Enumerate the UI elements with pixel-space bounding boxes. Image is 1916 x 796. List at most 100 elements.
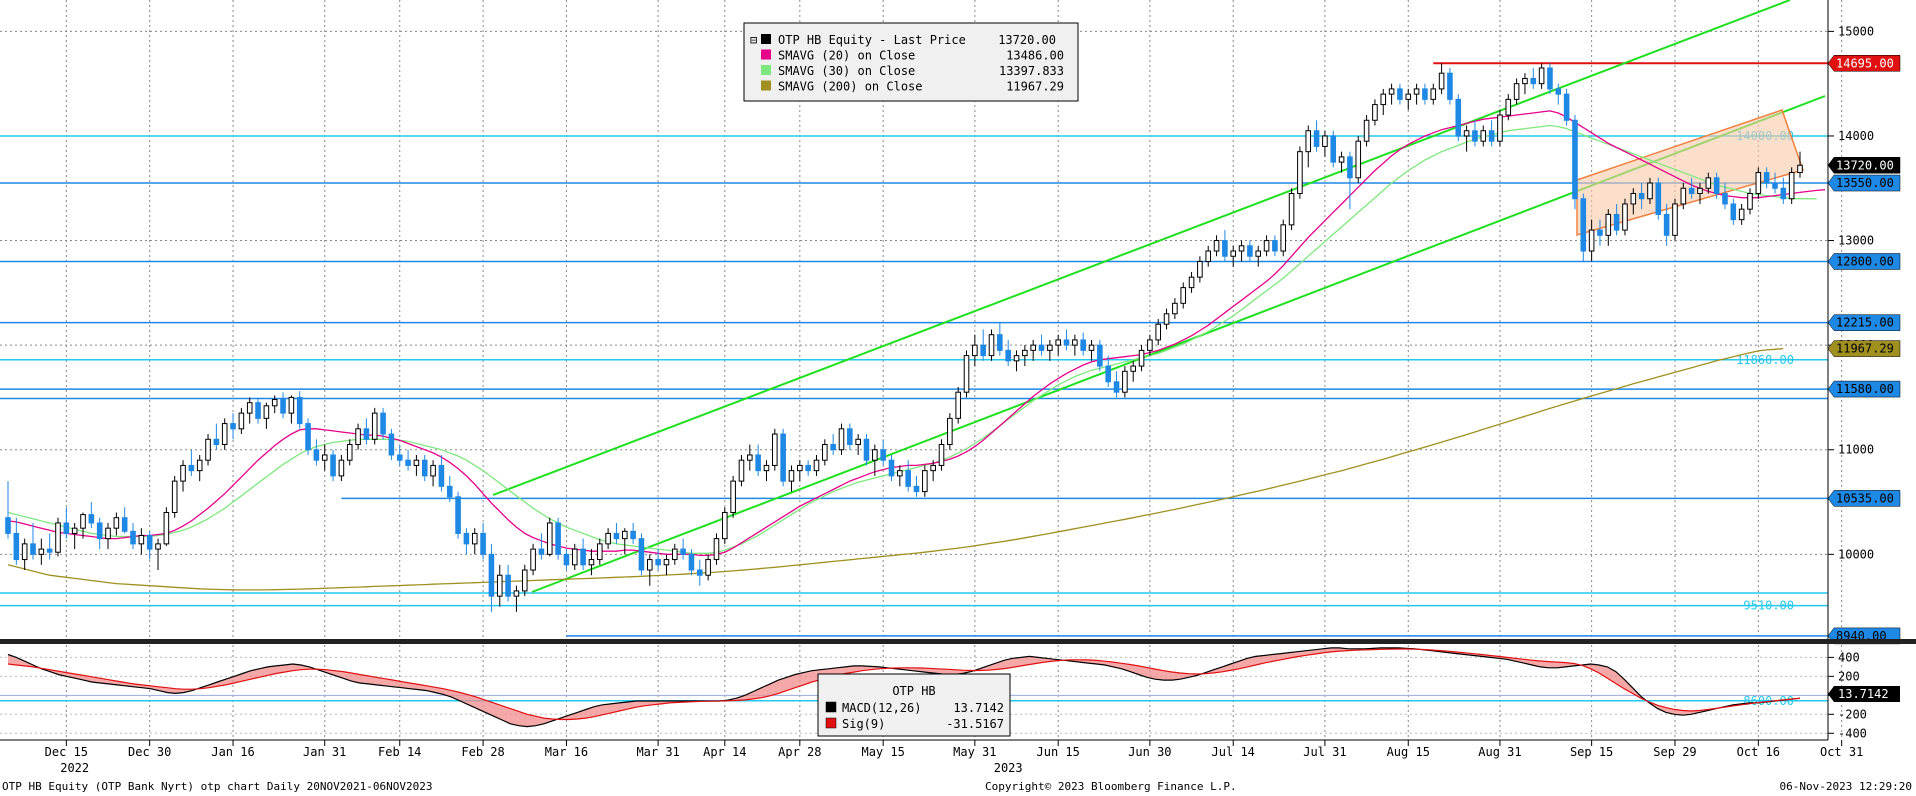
candle xyxy=(463,528,470,555)
candle xyxy=(1572,115,1578,210)
price-tag-label: 11967.29 xyxy=(1836,342,1894,356)
candle xyxy=(1205,245,1212,267)
macd-axis: 400 200 -200 -400 13.7142 xyxy=(1828,650,1900,740)
candle-body xyxy=(847,428,853,446)
x-tick-label: Jul 14 xyxy=(1212,745,1255,759)
candle-body xyxy=(1472,130,1478,142)
candle-body xyxy=(405,459,411,466)
candle-body xyxy=(1397,88,1403,100)
candle xyxy=(480,522,486,560)
footer-center: Copyright© 2023 Bloomberg Finance L.P. xyxy=(985,780,1237,793)
candle-body xyxy=(1355,140,1362,179)
candle xyxy=(780,428,786,487)
x-tick-label: Aug 15 xyxy=(1387,745,1430,759)
candle xyxy=(1238,240,1245,262)
candle-body xyxy=(571,548,578,566)
candle xyxy=(1247,240,1253,262)
candle xyxy=(55,517,61,557)
candle-body xyxy=(688,553,695,571)
candle-body xyxy=(1097,344,1103,367)
candle-body xyxy=(872,449,878,461)
candle xyxy=(1730,198,1737,225)
candle xyxy=(1630,188,1637,215)
candle xyxy=(546,517,553,557)
price-tag: 12800.00 xyxy=(1827,253,1901,270)
candle xyxy=(1447,67,1453,105)
candle-body xyxy=(1255,250,1262,257)
candle-body xyxy=(88,514,95,524)
candle xyxy=(905,460,911,492)
candle-body xyxy=(1505,98,1512,116)
candle xyxy=(980,329,986,361)
candle-body xyxy=(1063,339,1070,346)
candle-body xyxy=(963,355,970,393)
macd-legend[interactable]: OTP HB MACD(12,26) 13.7142 Sig(9) -31.5167 xyxy=(817,673,1011,737)
candle-body xyxy=(1738,208,1745,221)
candle-body xyxy=(1163,313,1170,325)
candle-body xyxy=(697,569,703,576)
candle-body xyxy=(230,423,236,430)
candle xyxy=(747,444,753,471)
candle xyxy=(130,522,136,550)
candle-body xyxy=(538,548,545,555)
grid xyxy=(0,0,1843,738)
candle-body xyxy=(596,543,603,561)
price-tag-bg xyxy=(1827,340,1901,357)
candle-body xyxy=(805,464,811,472)
candle-body xyxy=(1597,229,1603,236)
legend-name: SMAVG (30) on Close xyxy=(778,64,915,78)
candle-body xyxy=(1022,349,1028,357)
candle xyxy=(1172,298,1178,319)
candle-body xyxy=(80,514,86,529)
candle xyxy=(488,543,495,612)
candle xyxy=(1430,83,1437,105)
candle xyxy=(413,454,420,476)
pane-separator[interactable] xyxy=(0,639,1916,644)
candle-body xyxy=(1005,349,1011,362)
candle-body xyxy=(1405,93,1412,100)
candle-body xyxy=(288,396,295,414)
x-year-label: 2022 xyxy=(60,761,89,775)
candle-body xyxy=(1072,339,1078,346)
candle-body xyxy=(138,535,145,545)
candle xyxy=(1605,209,1612,246)
candle-body xyxy=(463,532,470,545)
candle xyxy=(46,533,53,560)
candle-body xyxy=(1555,88,1562,95)
candle xyxy=(813,454,820,476)
candle-body xyxy=(488,553,495,597)
candle xyxy=(1697,183,1703,204)
candle xyxy=(1772,172,1778,194)
channel-upper-line[interactable] xyxy=(492,0,1791,496)
candle-body xyxy=(1730,203,1737,221)
candle xyxy=(1155,319,1162,346)
candle xyxy=(1522,73,1528,95)
candle xyxy=(630,522,636,544)
candle xyxy=(1230,245,1237,267)
candle xyxy=(296,391,303,429)
candle xyxy=(938,439,945,471)
candle-body xyxy=(863,438,870,461)
price-legend[interactable]: OTP HB Equity - Last Price 13720.00 ⊟ SMAVG… xyxy=(743,22,1079,102)
candle xyxy=(113,512,120,536)
candle xyxy=(671,543,678,565)
candle-body xyxy=(530,548,536,571)
candle-body xyxy=(1205,250,1212,262)
macd-line xyxy=(7,647,1801,728)
candle xyxy=(1638,183,1645,210)
candle-body xyxy=(96,522,103,540)
candle xyxy=(313,439,320,466)
candle-body xyxy=(755,454,761,472)
candle-body xyxy=(1672,203,1678,236)
candle-body xyxy=(630,530,636,540)
candle-body xyxy=(1422,88,1428,100)
candle xyxy=(288,395,295,424)
candle xyxy=(855,434,861,455)
candle xyxy=(30,522,36,560)
macd-legend-title: OTP HB xyxy=(892,684,935,698)
candle xyxy=(446,475,453,503)
candle xyxy=(1080,332,1086,356)
price-tick-label: 11000 xyxy=(1838,443,1874,457)
candle xyxy=(1372,99,1378,126)
candle-body xyxy=(772,433,778,466)
